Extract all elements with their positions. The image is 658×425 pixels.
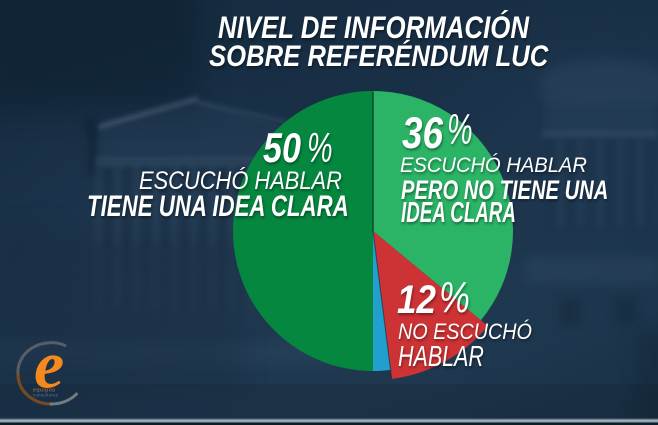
svg-text:consultores: consultores <box>33 393 58 398</box>
svg-text:e: e <box>34 330 64 403</box>
svg-text:equipos: equipos <box>33 388 55 394</box>
